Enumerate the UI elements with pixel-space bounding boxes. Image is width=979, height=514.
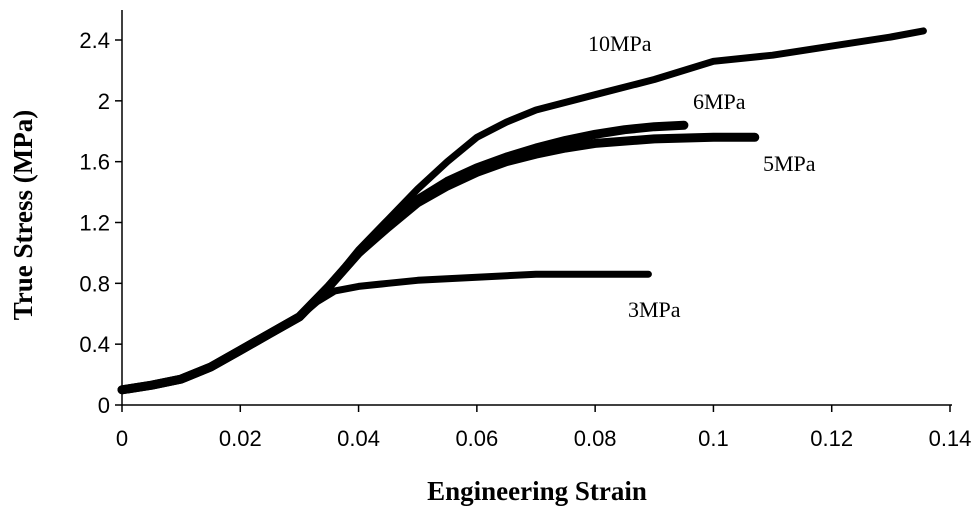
series-label-3mpa: 3MPa [628, 297, 681, 322]
y-tick-label: 2 [98, 89, 110, 114]
series-label-5mpa: 5MPa [763, 151, 816, 176]
y-tick-label: 0.8 [79, 271, 110, 296]
x-tick-label: 0.06 [455, 426, 498, 451]
x-tick-label: 0.1 [698, 426, 729, 451]
y-tick-label: 1.2 [79, 211, 110, 236]
series-layer [117, 27, 927, 395]
x-tick-label: 0.08 [574, 426, 617, 451]
y-tick-label: 0 [98, 393, 110, 418]
x-tick-label: 0.04 [337, 426, 380, 451]
y-tick-label: 0.4 [79, 332, 110, 357]
y-axis-title: True Stress (MPa) [8, 110, 38, 320]
series-label-10mpa: 10MPa [588, 31, 652, 56]
series-line-10mpa [118, 27, 927, 394]
x-tick-label: 0 [116, 426, 128, 451]
y-ticks: 0 0.4 0.8 1.2 1.6 2 2.4 [79, 28, 122, 418]
y-tick-label: 1.6 [79, 150, 110, 175]
series-label-6mpa: 6MPa [693, 89, 746, 114]
x-axis-title: Engineering Strain [427, 476, 647, 506]
x-tick-label: 0.14 [929, 426, 972, 451]
series-line-3mpa [118, 270, 652, 394]
series-line-6mpa [117, 120, 689, 395]
series-line-5mpa [117, 132, 760, 395]
x-tick-label: 0.02 [219, 426, 262, 451]
y-tick-label: 2.4 [79, 28, 110, 53]
plot-area: 0 0.02 0.04 0.06 0.08 0.1 0.12 0.14 0 0.4 0.8 1.2 1… [79, 10, 971, 451]
x-tick-label: 0.12 [810, 426, 853, 451]
x-ticks: 0 0.02 0.04 0.06 0.08 0.1 0.12 0.14 [116, 405, 972, 451]
